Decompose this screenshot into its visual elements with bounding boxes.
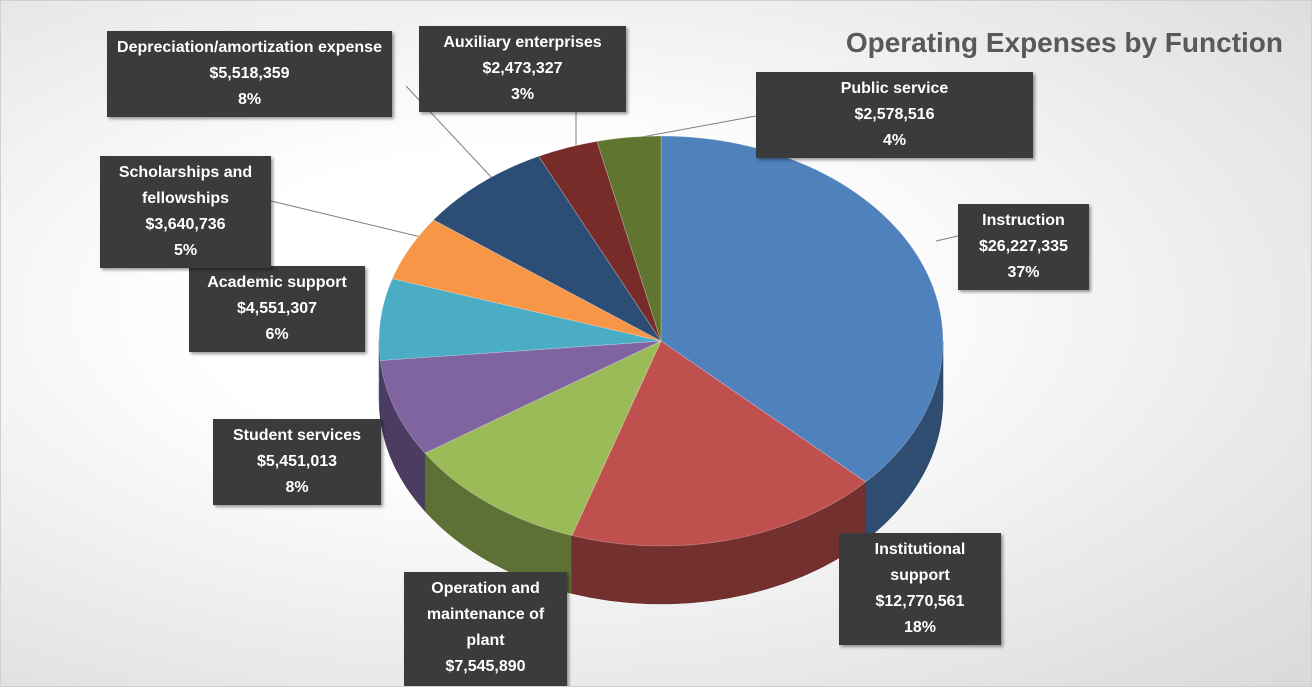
percentage-label: 8% <box>237 91 262 108</box>
value-label: $2,578,516 <box>854 106 935 123</box>
category-label: Depreciation/amortization expense <box>117 39 382 56</box>
slice <box>660 135 944 483</box>
value-label: $4,551,307 <box>236 300 318 317</box>
slice <box>538 140 662 342</box>
data-label: Student services $5,451,013 8% <box>213 419 381 505</box>
value-label: $2,473,327 <box>482 60 563 77</box>
category-label: Operation and maintenance of plant <box>426 580 545 649</box>
value-label: $5,518,359 <box>209 65 290 82</box>
percentage-label: 37% <box>1007 264 1040 281</box>
leader-line <box>270 200 422 238</box>
data-label: Depreciation/amortization expense $5,518,… <box>107 31 392 117</box>
data-label: Academic support $4,551,307 6% <box>189 266 365 352</box>
category-label: Academic support <box>207 274 347 291</box>
value-label: $12,770,561 <box>875 593 965 610</box>
value-label: $26,227,335 <box>979 238 1068 255</box>
slice <box>379 340 662 454</box>
slice <box>571 340 867 547</box>
percentage-label: 6% <box>265 326 289 343</box>
category-label: Auxiliary enterprises <box>443 34 602 51</box>
data-label: Instruction $26,227,335 37% <box>958 204 1089 290</box>
percentage-label: 8% <box>285 479 309 496</box>
leader-line <box>630 115 757 140</box>
slice <box>432 155 662 342</box>
data-label: Operation and maintenance of plant $7,545… <box>404 572 567 686</box>
category-label: Instruction <box>982 212 1065 229</box>
data-label: Public service $2,578,516 4% <box>756 72 1033 158</box>
percentage-label: 5% <box>173 242 198 259</box>
category-label: Public service <box>840 80 949 97</box>
data-label: Auxiliary enterprises $2,473,327 3% <box>419 26 626 112</box>
percentage-label: 11% <box>410 680 561 686</box>
slice <box>596 135 662 342</box>
percentage-label: 4% <box>882 132 907 149</box>
value-label: $5,451,013 <box>256 453 338 470</box>
slice <box>391 219 662 342</box>
value-label: $3,640,736 <box>145 216 226 233</box>
slice <box>378 278 662 361</box>
data-label: Institutional support $12,770,561 18% <box>839 533 1001 645</box>
category-label: Institutional support <box>874 541 966 584</box>
leader-line <box>935 235 959 242</box>
category-label: Student services <box>232 427 362 444</box>
percentage-label: 18% <box>903 619 937 636</box>
pie <box>378 135 944 605</box>
slice <box>424 340 662 536</box>
percentage-label: 3% <box>510 86 535 103</box>
value-label: $7,545,890 <box>445 658 526 675</box>
chart-title: Operating Expenses by Function <box>845 27 1283 58</box>
data-label: Scholarships and fellowships $3,640,736 5% <box>100 156 271 268</box>
category-label: Scholarships and fellowships <box>118 164 253 207</box>
